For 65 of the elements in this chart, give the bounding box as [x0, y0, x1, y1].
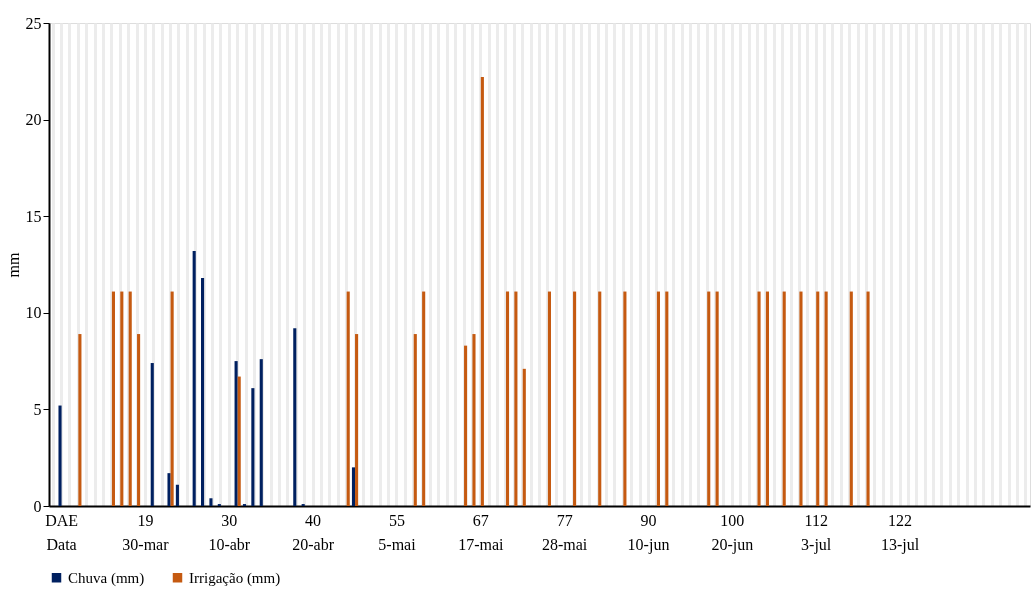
- bar: [623, 291, 627, 506]
- bar: [346, 291, 350, 506]
- x-tick-label: 90 10-jun: [627, 511, 670, 554]
- y-axis-title: mm: [4, 252, 22, 278]
- bar: [464, 345, 468, 506]
- bar: [715, 291, 719, 506]
- bar: [782, 291, 786, 506]
- bar: [128, 291, 132, 506]
- bar: [413, 334, 417, 506]
- bar: [192, 250, 196, 506]
- bar: [170, 291, 174, 506]
- bar: [665, 291, 669, 506]
- x-tick-label: 19 30-mar: [122, 511, 170, 553]
- y-tick-label: 25: [25, 14, 42, 32]
- bar: [522, 368, 526, 506]
- y-tick-label: 15: [25, 207, 42, 225]
- x-tick-label: 77 28-mai: [541, 511, 588, 553]
- bar: [849, 291, 853, 506]
- bar: [150, 363, 154, 506]
- bar: [472, 334, 476, 506]
- bar: [816, 291, 820, 506]
- bar: [422, 291, 426, 506]
- x-tick-label: 30 10-abr: [208, 511, 251, 553]
- bar: [514, 291, 518, 506]
- x-tick-label: 40 20-abr: [292, 511, 335, 553]
- y-tick-label: 10: [25, 304, 42, 322]
- x-tick-label: 122 13-jul: [880, 511, 920, 554]
- bar: [547, 291, 551, 506]
- bar: [209, 498, 213, 506]
- bar: [234, 361, 238, 506]
- legend-label: Chuva (mm): [68, 569, 145, 587]
- bar: [573, 291, 577, 506]
- bar: [824, 291, 828, 506]
- x-tick-label: 55 5-mai: [378, 511, 417, 553]
- bar: [201, 278, 205, 506]
- bar: [505, 291, 510, 506]
- bar: [175, 484, 179, 506]
- bar: [355, 334, 359, 506]
- y-tick-label: 5: [33, 400, 42, 418]
- bar: [656, 291, 660, 506]
- x-tick-label: 100 20-jun: [711, 511, 754, 554]
- bar: [137, 334, 141, 506]
- bar: [765, 291, 769, 506]
- bar: [757, 291, 761, 506]
- x-tick-label: 112 3-jul: [801, 511, 832, 554]
- bar: [78, 334, 82, 506]
- bar: [866, 291, 870, 506]
- bar: [351, 467, 356, 506]
- bar: [111, 291, 115, 506]
- bar: [293, 328, 297, 506]
- y-tick-label: 20: [25, 111, 42, 129]
- bar: [799, 291, 803, 506]
- bar: [707, 291, 711, 506]
- bar: [237, 376, 241, 506]
- x-tick-label: DAE Data: [45, 511, 79, 553]
- x-tick-label: 67 17-mai: [458, 511, 505, 553]
- bar: [120, 291, 124, 506]
- bar: [480, 77, 484, 506]
- bar: [251, 388, 255, 506]
- bar: [58, 405, 62, 506]
- legend-label: Irrigação (mm): [189, 569, 281, 587]
- bar: [167, 473, 171, 506]
- bar: [598, 291, 602, 506]
- y-tick-label: 0: [33, 497, 42, 515]
- bar: [259, 359, 263, 506]
